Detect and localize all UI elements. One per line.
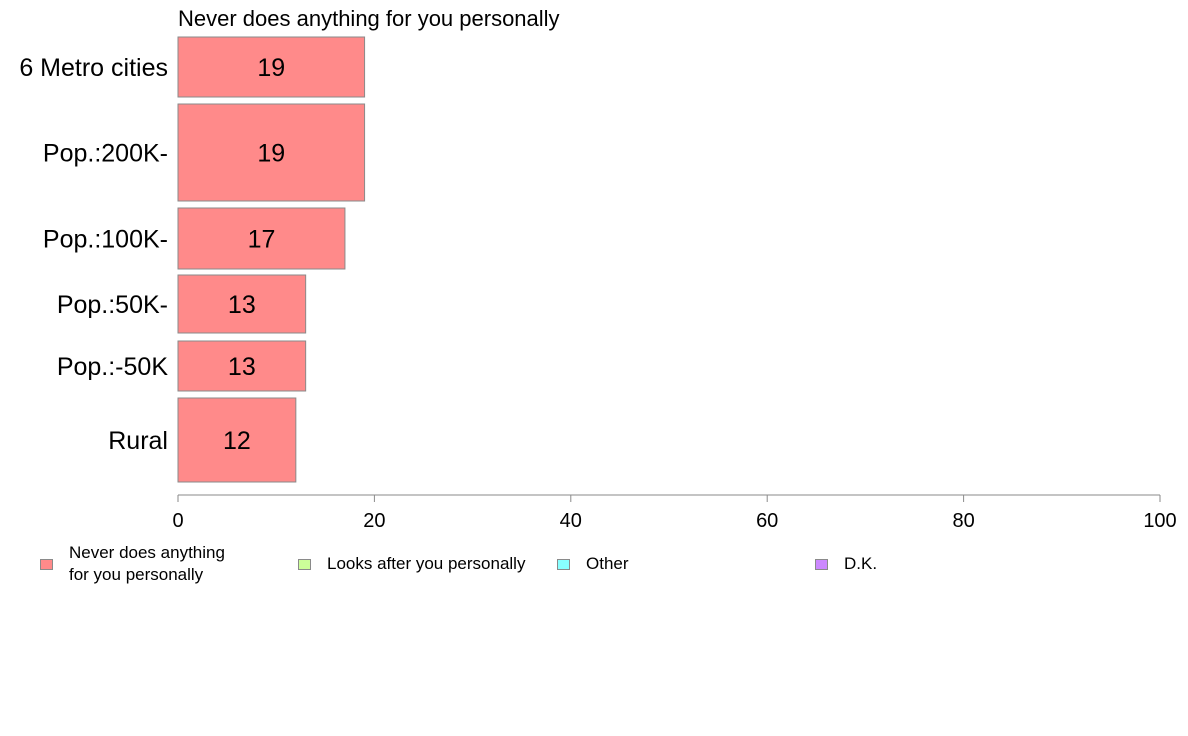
x-tick-label: 20 xyxy=(363,510,385,532)
bar-chart: Never does anything for you personally 1… xyxy=(19,6,1177,532)
x-axis: 0 20 40 60 80 100 xyxy=(172,494,1177,532)
category-label: Pop.:50K- xyxy=(57,291,168,319)
x-tick-label: 0 xyxy=(172,510,183,532)
bar-rural xyxy=(177,397,297,483)
legend-label: D.K. xyxy=(844,554,878,573)
category-label: Rural xyxy=(108,427,168,455)
chart-title: Never does anything for you personally xyxy=(178,6,560,31)
legend-item-dk: D.K. xyxy=(815,553,877,575)
category-label: Pop.:100K- xyxy=(43,226,168,254)
bar-value-label: 19 xyxy=(257,54,285,82)
category-label: Pop.:200K- xyxy=(43,140,168,168)
bar-value-label: 12 xyxy=(223,427,251,455)
legend-swatch-icon xyxy=(557,558,570,570)
bar-pop-50k xyxy=(177,340,307,392)
legend-swatch-icon xyxy=(298,558,311,570)
bar-pop-50k xyxy=(177,274,307,334)
legend-item-looks-after-you: Looks after you personally xyxy=(298,553,525,575)
bar-value-label: 17 xyxy=(248,226,276,254)
x-tick-label: 60 xyxy=(756,510,778,532)
legend: Never does anything for you personally L… xyxy=(0,540,1188,600)
bar-value-label: 13 xyxy=(228,353,256,381)
category-label: Pop.:-50K xyxy=(57,353,169,381)
x-tick-label: 80 xyxy=(952,510,974,532)
legend-label: Never does anything for you personally xyxy=(69,543,225,584)
x-tick-label: 100 xyxy=(1143,510,1176,532)
bars-layer: 19 6 Metro cities 19 Pop.:200K- 17 Pop.:100K-… xyxy=(19,36,366,483)
legend-item-other: Other xyxy=(557,553,629,575)
legend-swatch-icon xyxy=(40,558,53,570)
legend-item-never-does-anything: Never does anything for you personally xyxy=(40,542,225,586)
bar-pop-200k xyxy=(177,103,366,202)
category-label: 6 Metro cities xyxy=(19,54,168,82)
legend-label: Other xyxy=(586,554,629,573)
bar-pop-100k xyxy=(177,207,346,270)
legend-swatch-icon xyxy=(815,558,828,570)
x-tick-label: 40 xyxy=(560,510,582,532)
bar-6-metro-cities xyxy=(177,36,366,98)
legend-label: Looks after you personally xyxy=(327,554,526,573)
bar-value-label: 13 xyxy=(228,291,256,319)
bar-value-label: 19 xyxy=(257,140,285,168)
